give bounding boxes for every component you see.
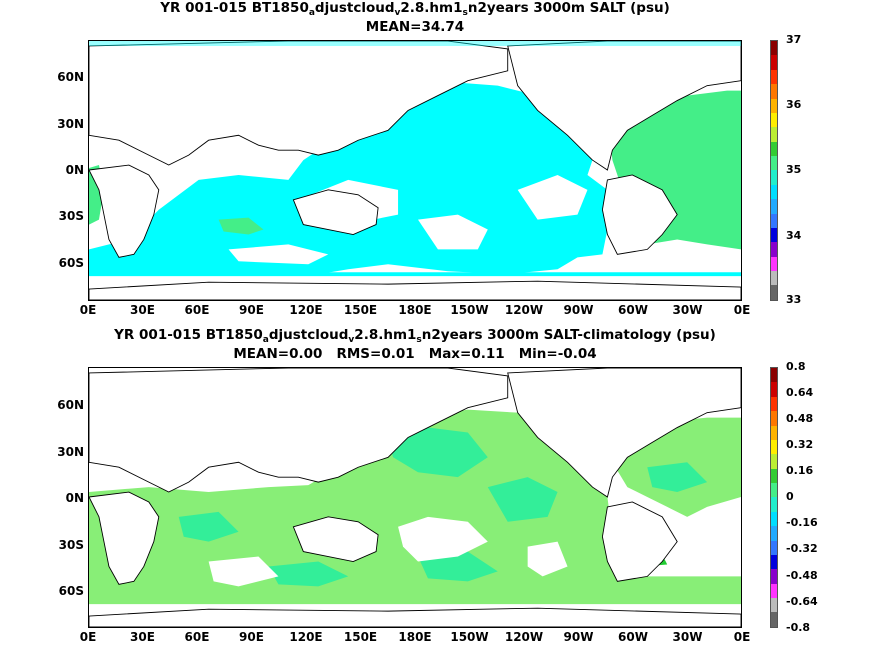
lat-label: 60S (58, 256, 84, 270)
colorbar-label: 0.8 (786, 360, 806, 373)
lon-label: 60W (618, 303, 648, 317)
panel2-stats: MEAN=0.00 RMS=0.01 Max=0.11 Min=-0.04 (233, 346, 597, 362)
colorbar-segment (771, 184, 777, 200)
colorbar-label: -0.32 (786, 542, 818, 555)
colorbar-segment (771, 112, 777, 128)
colorbar-label: -0.48 (786, 569, 818, 582)
panel1-stats: MEAN=34.74 (365, 19, 465, 35)
colorbar-label: 0.32 (786, 438, 814, 451)
salt-colorbar (770, 40, 778, 301)
colorbar-label: 33 (786, 293, 802, 306)
colorbar-segment (771, 141, 777, 156)
colorbar-segment (771, 170, 777, 185)
colorbar-segment (771, 368, 777, 383)
colorbar-segment (771, 285, 777, 300)
lon-label: 30W (672, 630, 703, 644)
lon-label: 150W (450, 630, 489, 644)
colorbar-segment (771, 69, 777, 85)
lat-label: 30N (57, 117, 84, 131)
colorbar-segment (771, 612, 777, 627)
lon-label: 90W (563, 303, 594, 317)
lon-label: 180E (398, 630, 432, 644)
lat-label: 60N (57, 398, 84, 412)
lon-label: 30W (672, 303, 703, 317)
lon-label: 0E (733, 630, 751, 644)
colorbar-segment (771, 84, 777, 99)
colorbar-segment (771, 454, 777, 469)
lon-label: 120E (289, 303, 323, 317)
colorbar-segment (771, 483, 777, 498)
lon-label: 90E (239, 303, 264, 317)
lon-label: 180E (398, 303, 432, 317)
colorbar-label: -0.16 (786, 516, 818, 529)
colorbar-segment (771, 242, 777, 257)
colorbar-segment (771, 55, 777, 70)
colorbar-segment (771, 271, 777, 286)
colorbar-segment (771, 583, 777, 598)
colorbar-segment (771, 511, 777, 527)
colorbar-segment (771, 156, 777, 171)
lon-label: 120W (504, 630, 544, 644)
colorbar-label: 37 (786, 33, 802, 46)
lon-label: 150W (450, 303, 489, 317)
colorbar-segment (771, 127, 777, 142)
lon-label: 0E (79, 303, 97, 317)
lon-label: 150E (343, 630, 378, 644)
lat-label: 60N (57, 70, 84, 84)
colorbar-segment (771, 497, 777, 512)
lat-label: 0N (65, 163, 84, 177)
lon-label: 30E (130, 303, 155, 317)
lon-label: 90W (563, 630, 594, 644)
colorbar-label: 34 (786, 229, 802, 242)
lon-label: 120W (504, 303, 544, 317)
lat-label: 0N (65, 491, 84, 505)
lon-label: 90E (239, 630, 264, 644)
colorbar-label: 36 (786, 98, 802, 111)
colorbar-segment (771, 569, 777, 584)
lon-label: 60E (184, 303, 210, 317)
colorbar-segment (771, 468, 777, 483)
anomaly-colorbar (770, 367, 778, 628)
lon-label: 60E (184, 630, 210, 644)
lon-label: 0E (79, 630, 97, 644)
lat-label: 30S (58, 538, 84, 552)
colorbar-segment (771, 396, 777, 412)
lat-label: 30S (58, 209, 84, 223)
colorbar-segment (771, 256, 777, 271)
panel1-title: YR 001-015 BT1850adjustcloudv2.8.hm1sn2y… (160, 0, 670, 18)
colorbar-segment (771, 382, 777, 397)
colorbar-label: 0.16 (786, 464, 814, 477)
colorbar-segment (771, 227, 777, 243)
colorbar-label: 0.64 (786, 386, 814, 399)
colorbar-label: -0.8 (786, 621, 811, 634)
lon-label: 150E (343, 303, 378, 317)
colorbar-label: 0 (786, 490, 794, 503)
colorbar-segment (771, 598, 777, 613)
colorbar-segment (771, 213, 777, 228)
colorbar-segment (771, 199, 777, 214)
colorbar-label: 0.48 (786, 412, 814, 425)
lon-label: 0E (733, 303, 751, 317)
colorbar-segment (771, 540, 777, 555)
salt-map-panel (88, 40, 742, 301)
lon-label: 30E (130, 630, 155, 644)
lon-label: 120E (289, 630, 323, 644)
salt-map (89, 41, 741, 300)
colorbar-label: 35 (786, 163, 802, 176)
salt-anomaly-map (89, 368, 741, 627)
lat-label: 60S (58, 584, 84, 598)
colorbar-segment (771, 439, 777, 455)
lon-label: 60W (618, 630, 648, 644)
lat-label: 30N (57, 445, 84, 459)
colorbar-segment (771, 425, 777, 440)
colorbar-label: -0.64 (786, 595, 818, 608)
colorbar-segment (771, 554, 777, 570)
panel2-title: YR 001-015 BT1850adjustcloudv2.8.hm1sn2y… (114, 327, 716, 345)
colorbar-segment (771, 98, 777, 113)
colorbar-segment (771, 41, 777, 56)
colorbar-segment (771, 526, 777, 541)
colorbar-segment (771, 411, 777, 426)
salt-anomaly-map-panel (88, 367, 742, 628)
